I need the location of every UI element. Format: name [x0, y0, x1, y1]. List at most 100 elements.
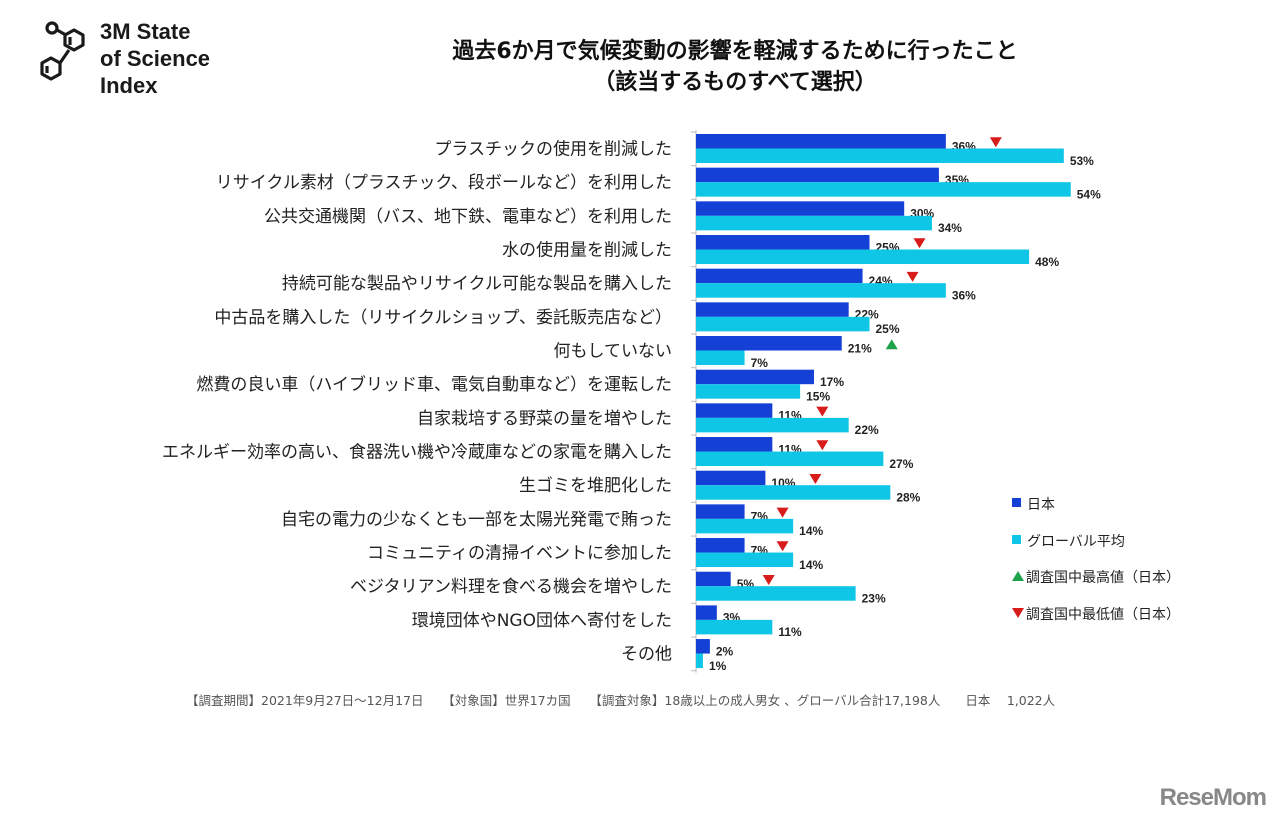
- bar-global: [696, 417, 849, 433]
- bar-japan: [696, 134, 946, 149]
- data-label: 27%: [889, 457, 913, 471]
- bar-japan: [696, 470, 766, 486]
- bar-global: [696, 215, 932, 231]
- bar-japan: [696, 369, 814, 385]
- bar-global: [696, 283, 946, 298]
- category-label: リサイクル素材（プラスチック、段ボールなど）を利用した: [216, 173, 672, 193]
- category-label: 水の使用量を削減した: [502, 240, 672, 261]
- category-label: 公共交通機関（バス、地下鉄、電車など）を利用した: [264, 207, 672, 227]
- triangle-down-icon: [762, 574, 775, 585]
- bar-global: [696, 552, 794, 568]
- logo-molecule-icon: [40, 21, 85, 81]
- bar-japan: [696, 302, 849, 317]
- brand-logo-text: 3M State of Science Index: [100, 18, 210, 99]
- data-label: 14%: [799, 558, 823, 572]
- triangle-down-icon: [906, 271, 919, 282]
- data-label: 34%: [938, 221, 962, 235]
- bar-japan: [696, 639, 710, 654]
- legend-label: 日本: [1027, 497, 1055, 513]
- category-label: コミュニティの清掃イベントに参加した: [367, 544, 672, 564]
- legend-swatch: [1012, 498, 1021, 507]
- bar-global: [696, 350, 745, 366]
- triangle-down-icon: [816, 406, 829, 417]
- bar-global: [696, 451, 884, 467]
- triangle-down-icon: [989, 137, 1002, 148]
- category-label: 自家栽培する野菜の量を増やした: [417, 409, 672, 429]
- data-label: 15%: [806, 389, 830, 403]
- bar-japan: [696, 201, 905, 216]
- data-label: 11%: [778, 625, 802, 639]
- legend-item-japan: 日本: [1012, 494, 1180, 531]
- bar-global: [696, 586, 856, 601]
- category-label: プラスチックの使用を削減した: [434, 139, 672, 160]
- legend-swatch: [1012, 534, 1021, 544]
- logo-line: of Science: [100, 46, 211, 71]
- triangle-down-icon: [776, 507, 789, 518]
- category-label: 自宅の電力の少なくとも一部を太陽光発電で賄った: [281, 510, 672, 530]
- title-line-2: （該当するものすべて選択）: [593, 70, 877, 95]
- bar-japan: [696, 336, 842, 351]
- data-label: 36%: [952, 288, 976, 302]
- logo-line: Index: [100, 73, 158, 98]
- watermark-logo: ReseMom: [1159, 784, 1267, 811]
- legend-item-global: グローバル平均: [1012, 531, 1180, 568]
- category-label: 何もしていない: [554, 342, 673, 362]
- survey-footnote: 【調査期間】2021年9月27日～12月17日 【対象国】世界17カ国 【調査対…: [186, 693, 1056, 708]
- triangle-down-icon: [816, 440, 829, 451]
- data-label: 7%: [751, 356, 769, 370]
- bar-global: [696, 653, 703, 669]
- legend: 日本 グローバル平均 調査国中最高値（日本） 調査国中最低値（日本）: [1012, 494, 1180, 640]
- bar-japan: [696, 571, 731, 587]
- bar-japan: [696, 504, 745, 519]
- bar-global: [696, 485, 891, 500]
- data-label: 1%: [709, 659, 727, 673]
- data-label: 54%: [1077, 187, 1101, 201]
- triangle-up-icon: [1012, 571, 1024, 581]
- legend-item-highest: 調査国中最高値（日本）: [1012, 567, 1180, 604]
- data-label: 48%: [1035, 255, 1059, 269]
- data-label: 2%: [716, 644, 734, 658]
- category-label: 持続可能な製品やリサイクル可能な製品を購入した: [282, 274, 672, 294]
- category-label: 生ゴミを堆肥化した: [519, 475, 672, 496]
- data-label: 25%: [876, 322, 900, 336]
- data-label: 53%: [1070, 154, 1094, 168]
- data-label: 22%: [855, 423, 879, 437]
- legend-label: グローバル平均: [1027, 533, 1125, 550]
- category-label: エネルギー効率の高い、食器洗い機や冷蔵庫などの家電を購入した: [162, 443, 672, 463]
- data-label: 21%: [848, 341, 872, 355]
- triangle-down-icon: [776, 541, 789, 552]
- chart-title: 過去6か月で気候変動の影響を軽減するために行ったこと （該当するものすべて選択）: [300, 36, 1170, 98]
- data-label: 23%: [862, 591, 886, 605]
- legend-label: 調査国中最高値（日本）: [1026, 570, 1180, 586]
- triangle-down-icon: [1012, 607, 1024, 618]
- bar-japan: [696, 235, 870, 250]
- data-label: 14%: [799, 524, 823, 538]
- bar-global: [696, 182, 1071, 197]
- category-label: その他: [621, 645, 672, 665]
- triangle-up-icon: [885, 339, 898, 350]
- bar-global: [696, 518, 794, 534]
- bar-global: [696, 249, 1030, 265]
- bar-global: [696, 619, 773, 635]
- bar-global: [696, 316, 870, 332]
- logo-line: 3M State: [100, 19, 191, 44]
- legend-item-lowest: 調査国中最低値（日本）: [1012, 604, 1180, 641]
- triangle-down-icon: [913, 238, 926, 249]
- bar-japan: [696, 167, 939, 183]
- bar-global: [696, 148, 1064, 163]
- title-line-1: 過去6か月で気候変動の影響を軽減するために行ったこと: [452, 39, 1018, 64]
- legend-label: 調査国中最低値（日本）: [1026, 606, 1180, 623]
- bar-japan: [696, 605, 717, 620]
- data-label: 17%: [820, 375, 844, 389]
- data-label: 28%: [896, 490, 920, 504]
- bar-japan: [696, 268, 863, 284]
- bar-japan: [696, 403, 773, 418]
- bar-japan: [696, 437, 773, 452]
- category-label: 中古品を購入した（リサイクルショップ、委託販売店など）: [214, 308, 672, 328]
- triangle-down-icon: [809, 473, 822, 484]
- bar-global: [696, 384, 801, 399]
- category-label: 燃費の良い車（ハイブリッド車、電気自動車など）を運転した: [196, 374, 672, 395]
- category-label: 環境団体やNGO団体へ寄付をした: [412, 611, 672, 631]
- category-label: ベジタリアン料理を食べる機会を増やした: [350, 577, 672, 597]
